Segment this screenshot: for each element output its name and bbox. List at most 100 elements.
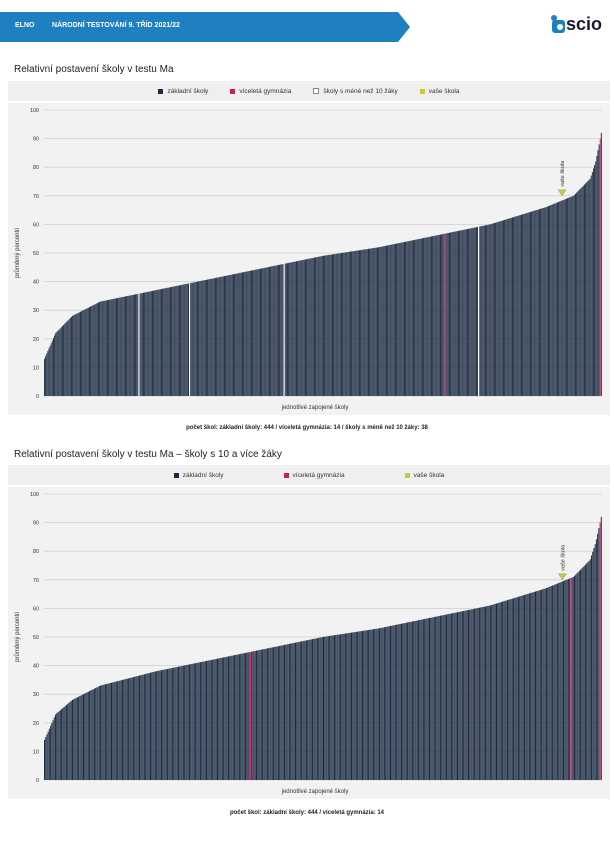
bar-zakladni-skola: [58, 329, 60, 396]
bar-zakladni-skola: [372, 248, 374, 396]
bar-zakladni-skola: [475, 608, 477, 780]
bar-zakladni-skola: [469, 609, 471, 780]
bar-zakladni-skola: [89, 307, 90, 396]
bar-zakladni-skola: [341, 253, 342, 396]
bar-zakladni-skola: [76, 313, 78, 396]
bar-zakladni-skola: [327, 636, 329, 780]
bar-zakladni-skola: [428, 236, 430, 396]
bar-zakladni-skola: [126, 296, 128, 396]
bar-zakladni-skola: [338, 253, 340, 396]
bar-zakladni-skola: [437, 235, 439, 396]
bar-zakladni-skola: [489, 605, 491, 780]
bar-zakladni-skola: [206, 279, 207, 396]
bar-zakladni-skola: [515, 216, 517, 396]
bar-zakladni-skola: [508, 599, 510, 780]
bar-zakladni-skola: [146, 673, 148, 780]
bar-zakladni-skola: [155, 290, 157, 396]
bar-zakladni-skola: [408, 241, 410, 396]
bar-zakladni-skola: [417, 239, 419, 396]
bar-zakladni-skola: [94, 304, 96, 396]
bar-zakladni-skola: [321, 255, 323, 396]
bar-zakladni-skola: [451, 232, 453, 396]
bar-zakladni-skola: [383, 627, 385, 780]
bar-zakladni-skola: [153, 671, 155, 780]
bar-zakladni-skola: [453, 231, 455, 396]
bar-zakladni-skola: [265, 648, 267, 780]
bar-zakladni-skola: [404, 622, 406, 780]
bar-zakladni-skola: [81, 311, 83, 396]
bar-zakladni-skola: [585, 183, 587, 396]
bar-zakladni-skola: [284, 263, 286, 396]
bar-zakladni-skola: [188, 664, 190, 780]
bar-zakladni-skola: [310, 258, 312, 396]
bar-zakladni-skola: [420, 238, 422, 396]
bar-zakladni-skola: [426, 618, 428, 780]
bar-zakladni-skola: [222, 276, 224, 396]
bar-zakladni-skola: [212, 278, 214, 396]
bar-zakladni-skola: [337, 634, 339, 780]
bar-zakladni-skola: [254, 650, 256, 780]
bar-zakladni-skola: [137, 293, 139, 396]
bar-zakladni-skola: [458, 230, 459, 396]
bar-zakladni-skola: [282, 645, 284, 780]
bar-zakladni-skola: [560, 582, 562, 780]
bar-zakladni-skola: [326, 255, 328, 396]
bar-zakladni-skola: [516, 216, 518, 396]
bar-zakladni-skola: [252, 651, 254, 780]
bar-zakladni-skola: [474, 608, 476, 780]
bar-zakladni-skola: [299, 641, 301, 780]
bar-zakladni-skola: [46, 734, 48, 780]
bar-zakladni-skola: [587, 562, 589, 780]
bar-zakladni-skola: [72, 315, 74, 396]
bar-zakladni-skola: [552, 585, 554, 780]
bar-zakladni-skola: [587, 181, 589, 396]
bar-zakladni-skola: [186, 664, 188, 780]
bar-zakladni-skola: [95, 687, 97, 780]
bar-zakladni-skola: [190, 283, 192, 396]
bar-zakladni-skola: [60, 327, 62, 396]
bar-zakladni-skola: [147, 291, 149, 396]
bar-zakladni-skola: [593, 168, 594, 396]
y-tick-label: 30: [33, 308, 39, 314]
bar-zakladni-skola: [44, 739, 45, 780]
bar-zakladni-skola: [256, 269, 258, 396]
y-tick-label: 20: [33, 721, 39, 727]
bar-zakladni-skola: [480, 607, 482, 780]
bar-zakladni-skola: [565, 580, 567, 780]
bar-zakladni-skola: [92, 689, 94, 780]
bar-zakladni-skola: [297, 261, 299, 396]
bar-zakladni-skola: [545, 588, 547, 780]
bar-zakladni-skola: [571, 577, 573, 780]
bar-zakladni-skola: [545, 207, 547, 396]
bar-zakladni-skola: [197, 281, 198, 396]
bar-zakladni-skola: [483, 606, 485, 780]
bar-zakladni-skola: [190, 664, 192, 780]
bar-zakladni-skola: [101, 301, 103, 396]
bar-zakladni-skola: [515, 597, 517, 780]
bar-zakladni-skola: [257, 650, 259, 780]
bar-zakladni-skola: [164, 288, 166, 396]
bar-zakladni-skola: [272, 266, 274, 396]
bar-zakladni-skola: [549, 205, 551, 396]
bar-zakladni-skola: [214, 659, 216, 780]
bar-zakladni-skola: [91, 689, 93, 780]
y-tick-label: 40: [33, 280, 39, 286]
bar-zakladni-skola: [452, 613, 454, 780]
bar-zakladni-skola: [179, 285, 180, 396]
bar-zakladni-skola: [590, 175, 592, 396]
bar-zakladni-skola: [387, 245, 389, 396]
bar-zakladni-skola: [548, 206, 549, 396]
bar-zakladni-skola: [327, 255, 329, 396]
bar-zakladni-skola: [219, 658, 221, 780]
bar-zakladni-skola: [248, 270, 250, 396]
bar-zakladni-skola: [502, 601, 504, 780]
bar-zakladni-skola: [291, 643, 293, 780]
bar-zakladni-skola: [116, 298, 117, 396]
bar-zakladni-skola: [521, 214, 522, 396]
bar-zakladni-skola: [194, 282, 196, 396]
bar-zakladni-skola: [396, 624, 398, 780]
bar-zakladni-skola: [204, 661, 206, 780]
bar-zakladni-skola: [503, 601, 505, 780]
bar-zakladni-skola: [262, 649, 264, 780]
bar-zakladni-skola: [534, 210, 536, 396]
